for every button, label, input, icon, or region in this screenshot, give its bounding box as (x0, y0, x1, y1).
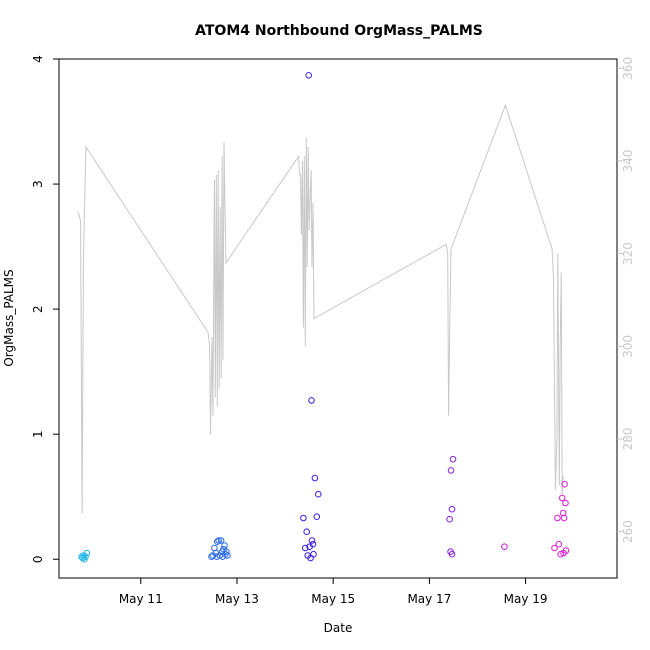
data-point-39 (449, 455, 457, 463)
x-tick-label-3: May 17 (407, 592, 451, 606)
y2-tick-label-1: 280 (621, 428, 635, 451)
x-axis: May 11 May 13 May 15 May 17 May 19 (119, 578, 548, 606)
data-point-43 (551, 544, 558, 552)
data-point-11 (215, 537, 222, 544)
x-tick-label-2: May 15 (311, 592, 355, 606)
y-axis-label: OrgMass_PALMS (2, 269, 16, 366)
data-point-16 (221, 542, 228, 549)
data-point-22 (300, 514, 307, 522)
y2-tick-label-5: 360 (621, 57, 635, 80)
data-point-42 (501, 543, 508, 551)
data-point-50 (561, 480, 568, 488)
x-axis-label: Date (324, 621, 353, 635)
data-point-32 (310, 550, 317, 558)
data-point-36 (446, 515, 453, 523)
y-tick-label-1: 1 (31, 430, 45, 438)
y-tick-label-4: 4 (31, 55, 45, 63)
data-point-31 (309, 540, 317, 548)
data-point-21 (219, 553, 226, 561)
data-point-49 (560, 514, 568, 522)
data-point-51 (562, 499, 569, 507)
y2-axis: 260 280 300 320 340 360 (617, 57, 635, 543)
data-point-18 (223, 548, 230, 556)
data-point-53 (562, 547, 570, 554)
data-point-47 (558, 494, 566, 502)
data-point-46 (557, 550, 565, 558)
data-point-13 (217, 537, 225, 544)
plot-frame (58, 58, 618, 579)
data-point-38 (448, 505, 456, 513)
data-point-37 (447, 467, 455, 474)
data-point-10 (214, 538, 221, 546)
data-point-33 (311, 474, 319, 482)
altitude-line (77, 103, 564, 514)
data-point-29 (308, 397, 315, 404)
y-tick-label-0: 0 (31, 555, 45, 563)
data-point-45 (555, 540, 563, 548)
y2-tick-label-3: 320 (621, 242, 635, 265)
y-axis: 0 1 2 3 4 (31, 55, 59, 563)
y2-tick-label-0: 260 (621, 520, 635, 543)
chart-title: ATOM4 Northbound OrgMass_PALMS (195, 23, 483, 39)
y-tick-label-2: 2 (31, 305, 45, 313)
data-point-4 (82, 553, 89, 561)
y2-tick-label-4: 340 (621, 149, 635, 172)
x-tick-label-4: May 19 (504, 592, 548, 606)
y-tick-label-3: 3 (31, 180, 45, 188)
x-tick-label-1: May 13 (215, 592, 259, 606)
data-point-30 (308, 537, 316, 544)
data-point-35 (315, 490, 322, 498)
data-point-19 (224, 552, 231, 559)
data-point-34 (313, 513, 321, 521)
data-point-41 (448, 550, 456, 558)
data-point-23 (302, 544, 309, 552)
data-point-5 (83, 549, 91, 557)
data-point-24 (303, 528, 311, 536)
plot-area (77, 72, 570, 563)
x-tick-label-0: May 11 (119, 592, 163, 606)
data-point-44 (554, 514, 561, 522)
data-point-26 (305, 72, 313, 79)
y2-tick-label-2: 300 (621, 335, 635, 358)
